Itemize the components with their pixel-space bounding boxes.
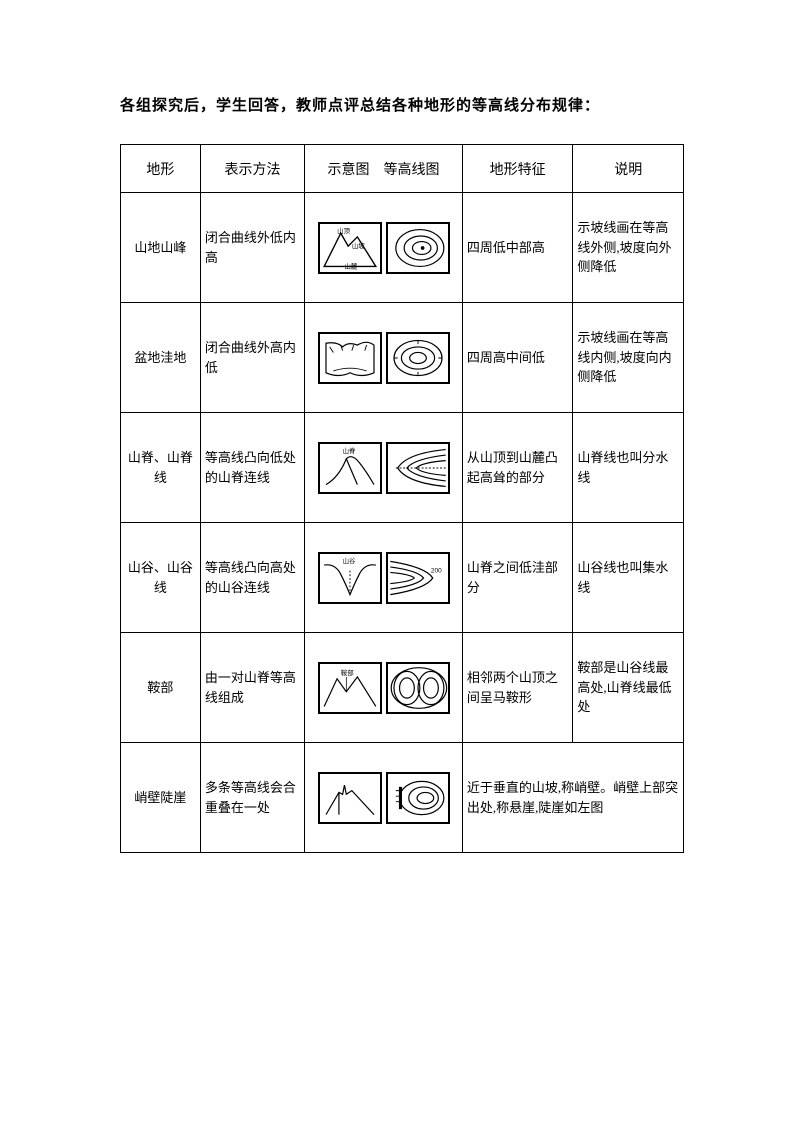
- contour-cliff-icon: [386, 772, 450, 824]
- cell-note: 鞍部是山谷线最高处,山脊线最低处: [573, 633, 684, 743]
- cell-terrain: 盆地洼地: [121, 303, 201, 413]
- cell-method: 多条等高线会合重叠在一处: [200, 743, 304, 853]
- svg-text:鞍部: 鞍部: [340, 668, 353, 677]
- cell-terrain: 山地山峰: [121, 193, 201, 303]
- table-row: 山地山峰 闭合曲线外低内高 山顶 山坡 山麓: [121, 193, 684, 303]
- th-note: 说明: [573, 145, 684, 193]
- cell-method: 等高线凸向低处的山脊连线: [200, 413, 304, 523]
- svg-text:200: 200: [430, 567, 441, 574]
- contour-valley-icon: 200: [386, 552, 450, 604]
- table-row: 山谷、山谷线 等高线凸向高处的山谷连线 山谷: [121, 523, 684, 633]
- svg-text:山脊: 山脊: [342, 446, 355, 455]
- schematic-ridge-icon: 山脊: [318, 442, 382, 494]
- contour-peak-icon: [386, 222, 450, 274]
- cell-terrain: 鞍部: [121, 633, 201, 743]
- cell-diagram: 鞍部: [305, 633, 463, 743]
- cell-diagram: [305, 743, 463, 853]
- table-row: 山脊、山脊线 等高线凸向低处的山脊连线 山脊: [121, 413, 684, 523]
- th-feature: 地形特征: [462, 145, 573, 193]
- cell-feature: 相邻两个山顶之间呈马鞍形: [462, 633, 573, 743]
- cell-feature: 四周高中间低: [462, 303, 573, 413]
- contour-saddle-icon: [386, 662, 450, 714]
- cell-method: 闭合曲线外高内低: [200, 303, 304, 413]
- cell-diagram: 山谷 200: [305, 523, 463, 633]
- cell-method: 等高线凸向高处的山谷连线: [200, 523, 304, 633]
- cell-method: 由一对山脊等高线组成: [200, 633, 304, 743]
- cell-diagram: 山顶 山坡 山麓: [305, 193, 463, 303]
- terrain-table: 地形 表示方法 示意图 等高线图 地形特征 说明 山地山峰 闭合曲线外低内高 山…: [120, 144, 684, 853]
- cell-diagram: 山脊: [305, 413, 463, 523]
- table-row: 鞍部 由一对山脊等高线组成 鞍部: [121, 633, 684, 743]
- cell-merged-note: 近于垂直的山坡,称峭壁。峭壁上部突出处,称悬崖,陡崖如左图: [462, 743, 683, 853]
- svg-text:山谷: 山谷: [342, 556, 355, 565]
- svg-text:山顶: 山顶: [337, 226, 350, 235]
- intro-text: 各组探究后，学生回答，教师点评总结各种地形的等高线分布规律：: [120, 88, 684, 124]
- cell-note: 示坡线画在等高线外侧,坡度向外侧降低: [573, 193, 684, 303]
- schematic-valley-icon: 山谷: [318, 552, 382, 604]
- svg-text:山坡: 山坡: [351, 241, 364, 250]
- cell-terrain: 峭壁陡崖: [121, 743, 201, 853]
- cell-feature: 四周低中部高: [462, 193, 573, 303]
- schematic-basin-icon: [318, 332, 382, 384]
- cell-note: 山脊线也叫分水线: [573, 413, 684, 523]
- cell-note: 山谷线也叫集水线: [573, 523, 684, 633]
- cell-terrain: 山脊、山脊线: [121, 413, 201, 523]
- schematic-peak-icon: 山顶 山坡 山麓: [318, 222, 382, 274]
- schematic-saddle-icon: 鞍部: [318, 662, 382, 714]
- contour-basin-icon: [386, 332, 450, 384]
- header-row: 地形 表示方法 示意图 等高线图 地形特征 说明: [121, 145, 684, 193]
- th-terrain: 地形: [121, 145, 201, 193]
- svg-text:山麓: 山麓: [344, 261, 357, 270]
- cell-method: 闭合曲线外低内高: [200, 193, 304, 303]
- th-method: 表示方法: [200, 145, 304, 193]
- cell-feature: 从山顶到山麓凸起高耸的部分: [462, 413, 573, 523]
- th-diagram: 示意图 等高线图: [305, 145, 463, 193]
- cell-feature: 山脊之间低洼部分: [462, 523, 573, 633]
- cell-terrain: 山谷、山谷线: [121, 523, 201, 633]
- table-row: 盆地洼地 闭合曲线外高内低: [121, 303, 684, 413]
- contour-ridge-icon: [386, 442, 450, 494]
- cell-note: 示坡线画在等高线内侧,坡度向内侧降低: [573, 303, 684, 413]
- cell-diagram: [305, 303, 463, 413]
- schematic-cliff-icon: [318, 772, 382, 824]
- table-row: 峭壁陡崖 多条等高线会合重叠在一处: [121, 743, 684, 853]
